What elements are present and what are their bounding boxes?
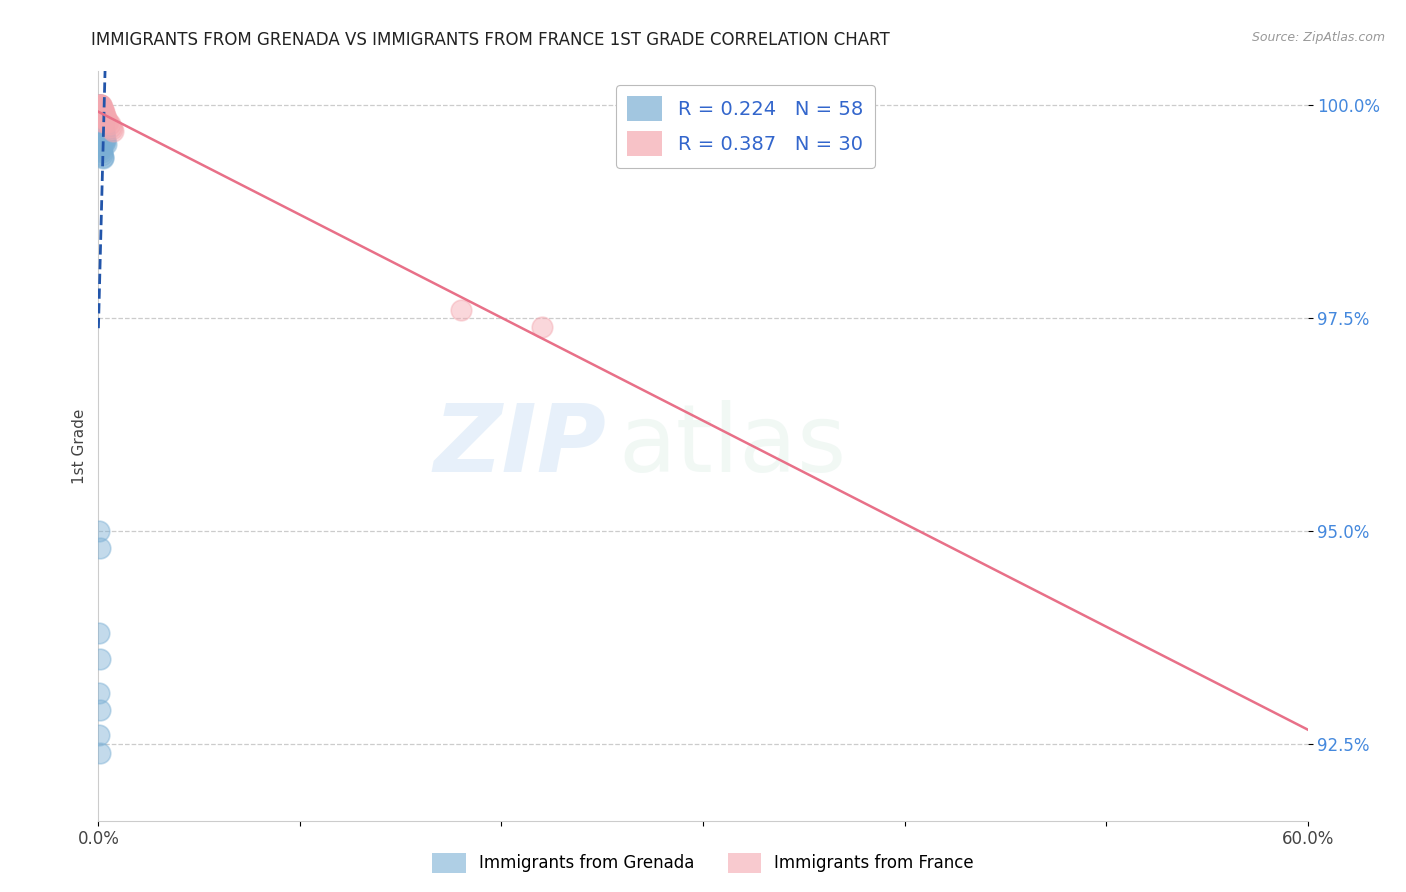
Point xyxy=(91,112,114,126)
Point xyxy=(93,124,115,138)
Point xyxy=(91,145,114,160)
Point xyxy=(91,117,114,131)
Point xyxy=(91,115,114,129)
Point xyxy=(89,122,111,136)
Point xyxy=(90,107,112,121)
Point xyxy=(91,132,114,146)
Point xyxy=(91,100,114,114)
Point xyxy=(89,103,111,117)
Legend: Immigrants from Grenada, Immigrants from France: Immigrants from Grenada, Immigrants from… xyxy=(426,847,980,880)
Point xyxy=(93,104,115,119)
Point xyxy=(91,120,114,134)
Point xyxy=(93,107,115,121)
Point xyxy=(90,112,112,126)
Point xyxy=(91,112,114,126)
Point xyxy=(96,136,118,151)
Point xyxy=(93,126,115,140)
Point xyxy=(91,128,114,143)
Point xyxy=(91,149,114,163)
Point xyxy=(91,124,114,138)
Point xyxy=(90,141,112,155)
Point xyxy=(89,120,111,134)
Point xyxy=(100,122,122,136)
Point xyxy=(89,703,111,717)
Point xyxy=(90,100,112,114)
Point xyxy=(93,115,115,129)
Point xyxy=(93,120,115,134)
Point xyxy=(91,122,114,136)
Point xyxy=(89,100,111,114)
Text: Source: ZipAtlas.com: Source: ZipAtlas.com xyxy=(1251,31,1385,45)
Point xyxy=(90,98,112,112)
Point xyxy=(89,524,111,538)
Point xyxy=(89,107,111,121)
Point xyxy=(89,109,111,123)
Point xyxy=(89,112,111,126)
Point xyxy=(89,98,111,112)
Point xyxy=(94,134,117,148)
Point xyxy=(91,113,114,128)
Text: IMMIGRANTS FROM GRENADA VS IMMIGRANTS FROM FRANCE 1ST GRADE CORRELATION CHART: IMMIGRANTS FROM GRENADA VS IMMIGRANTS FR… xyxy=(91,31,890,49)
Point xyxy=(97,115,120,129)
Point xyxy=(94,109,117,123)
Point xyxy=(91,103,114,117)
Point xyxy=(90,113,112,128)
Point xyxy=(91,109,114,123)
Point xyxy=(93,128,115,143)
Point xyxy=(91,148,114,162)
Point xyxy=(90,105,112,120)
Point xyxy=(89,729,111,743)
Point xyxy=(93,128,115,143)
Point xyxy=(93,105,115,120)
Point xyxy=(89,98,111,112)
Point xyxy=(89,132,111,146)
Point xyxy=(93,134,115,148)
Point xyxy=(90,124,112,138)
Point xyxy=(100,120,122,134)
Point xyxy=(101,124,124,138)
Point xyxy=(93,151,115,165)
Point xyxy=(91,130,114,145)
Point xyxy=(90,107,112,121)
Point xyxy=(89,98,111,112)
Point xyxy=(90,98,112,112)
Text: atlas: atlas xyxy=(619,400,846,492)
Point xyxy=(89,139,111,153)
Point xyxy=(89,98,111,112)
Point xyxy=(89,117,111,131)
Point xyxy=(89,626,111,640)
Point xyxy=(91,115,114,129)
Point xyxy=(96,113,118,128)
Point xyxy=(89,98,111,112)
Point xyxy=(90,107,112,121)
Point xyxy=(89,134,111,148)
Point xyxy=(89,103,111,117)
Legend: R = 0.224   N = 58, R = 0.387   N = 30: R = 0.224 N = 58, R = 0.387 N = 30 xyxy=(616,85,875,168)
Point xyxy=(89,98,111,112)
Point xyxy=(94,132,117,146)
Point xyxy=(89,541,111,556)
Point xyxy=(89,686,111,700)
Point xyxy=(93,122,115,136)
Point xyxy=(89,652,111,666)
Y-axis label: 1st Grade: 1st Grade xyxy=(72,409,87,483)
Point xyxy=(93,126,115,140)
Point xyxy=(90,143,112,157)
Point xyxy=(530,319,553,334)
Text: ZIP: ZIP xyxy=(433,400,606,492)
Point xyxy=(450,302,472,317)
Point xyxy=(93,136,115,151)
Point xyxy=(89,746,111,760)
Point xyxy=(96,112,118,126)
Point xyxy=(89,98,111,112)
Point xyxy=(90,117,112,131)
Point xyxy=(89,136,111,151)
Point xyxy=(90,126,112,140)
Point xyxy=(91,103,114,117)
Point xyxy=(98,117,121,131)
